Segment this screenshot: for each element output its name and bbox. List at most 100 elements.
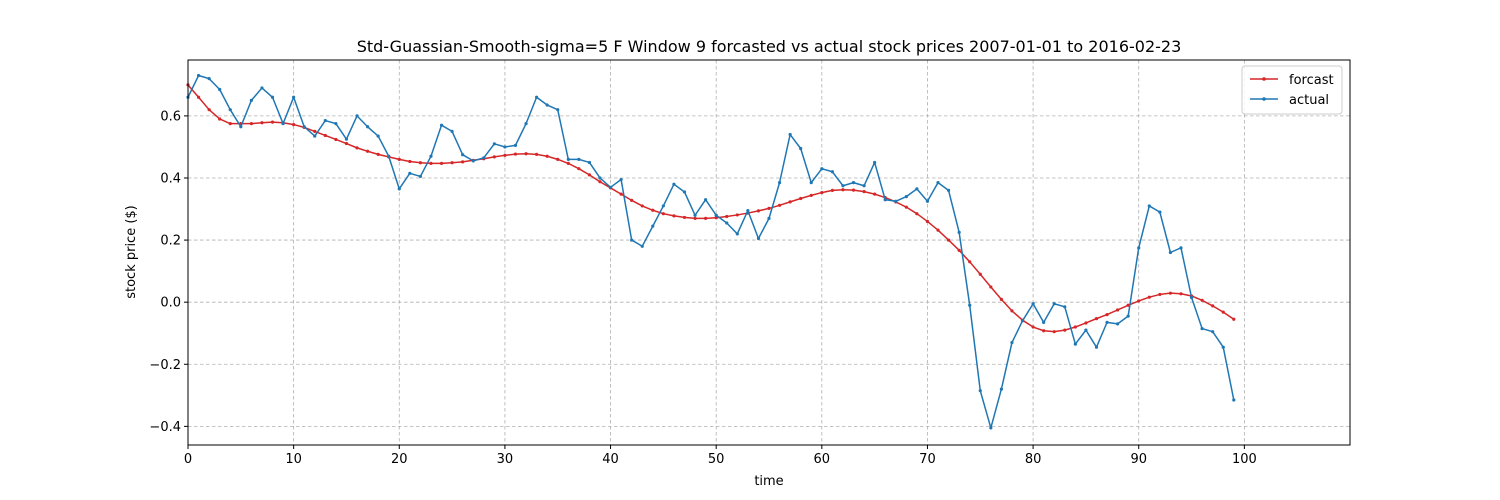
- data-point-actual: [1010, 340, 1014, 345]
- data-point-actual: [397, 187, 401, 191]
- data-point-forcast: [1010, 309, 1014, 313]
- data-point-actual: [851, 181, 856, 185]
- data-point-forcast: [344, 141, 349, 146]
- data-point-forcast: [968, 260, 972, 264]
- data-point-forcast: [323, 133, 327, 138]
- data-point-actual: [1084, 328, 1088, 332]
- data-point-actual: [429, 154, 433, 158]
- data-point-forcast: [260, 121, 264, 125]
- data-point-forcast: [270, 120, 275, 124]
- data-point-forcast: [429, 161, 433, 165]
- data-point-actual: [714, 213, 718, 217]
- data-point-actual: [1232, 398, 1236, 402]
- data-point-forcast: [418, 161, 422, 165]
- data-point-forcast: [439, 161, 444, 165]
- data-point-forcast: [777, 203, 782, 207]
- data-point-forcast: [714, 216, 718, 220]
- data-point-forcast: [1116, 308, 1120, 312]
- data-point-forcast: [851, 188, 856, 192]
- data-point-actual: [408, 171, 412, 175]
- data-point-actual: [239, 125, 243, 129]
- y-tick-label: 0.0: [160, 296, 181, 311]
- data-point-actual: [482, 156, 486, 160]
- data-point-actual: [830, 170, 834, 174]
- data-point-actual: [376, 134, 380, 138]
- y-tick-label: 0.2: [160, 234, 181, 249]
- data-point-actual: [925, 199, 930, 203]
- legend-label-forcast: forcast: [1289, 73, 1334, 88]
- chart-title: Std-Guassian-Smooth-sigma=5 F Window 9 f…: [357, 37, 1182, 56]
- data-point-forcast: [767, 206, 771, 211]
- data-point-forcast: [1073, 325, 1077, 329]
- data-point-actual: [1126, 314, 1130, 318]
- data-point-actual: [978, 389, 982, 393]
- data-point-actual: [746, 208, 750, 213]
- data-point-actual: [566, 157, 570, 161]
- data-point-actual: [1168, 250, 1173, 255]
- data-point-forcast: [218, 117, 222, 121]
- data-point-actual: [461, 153, 465, 157]
- data-point-actual: [640, 244, 644, 248]
- data-point-forcast: [545, 154, 549, 158]
- data-point-actual: [196, 73, 201, 78]
- data-point-forcast: [577, 167, 581, 171]
- data-point-actual: [672, 182, 676, 186]
- data-point-forcast: [376, 152, 380, 156]
- data-point-forcast: [862, 190, 866, 194]
- data-point-forcast: [830, 188, 834, 192]
- data-point-forcast: [1232, 317, 1236, 321]
- data-point-actual: [693, 213, 697, 217]
- data-point-actual: [556, 108, 560, 112]
- data-point-forcast: [355, 146, 359, 150]
- data-point-actual: [968, 303, 972, 307]
- data-point-actual: [1105, 320, 1109, 324]
- data-point-forcast: [651, 208, 655, 212]
- data-point-forcast: [1200, 298, 1204, 302]
- data-point-actual: [873, 160, 877, 165]
- data-point-forcast: [661, 212, 665, 216]
- data-point-forcast: [672, 214, 676, 218]
- data-point-actual: [365, 125, 370, 129]
- data-point-forcast: [334, 137, 338, 142]
- data-point-forcast: [249, 122, 253, 126]
- y-tick-label: 0.6: [160, 109, 181, 124]
- data-point-forcast: [1052, 330, 1056, 334]
- data-point-actual: [598, 176, 602, 180]
- x-tick-label: 100: [1232, 452, 1257, 467]
- data-point-actual: [577, 157, 581, 161]
- data-point-forcast: [461, 160, 465, 164]
- x-tick-label: 20: [391, 452, 408, 467]
- data-point-forcast: [788, 200, 792, 204]
- series-line-actual: [187, 74, 1235, 429]
- data-point-actual: [302, 125, 306, 129]
- x-tick-label: 70: [919, 452, 936, 467]
- data-point-actual: [788, 132, 792, 137]
- x-tick-label: 30: [497, 452, 514, 467]
- data-point-forcast: [513, 152, 518, 156]
- data-point-actual: [281, 122, 285, 126]
- data-point-actual: [1063, 305, 1067, 309]
- x-axis-label: time: [754, 474, 783, 489]
- data-point-forcast: [1084, 321, 1088, 325]
- data-point-actual: [587, 160, 592, 165]
- x-tick-label: 80: [1025, 452, 1042, 467]
- data-point-actual: [820, 167, 824, 171]
- data-point-actual: [809, 181, 813, 185]
- data-point-forcast: [957, 248, 961, 252]
- data-point-actual: [661, 204, 665, 208]
- data-point-forcast: [408, 159, 412, 164]
- data-point-forcast: [503, 153, 507, 157]
- data-point-actual: [1179, 246, 1183, 250]
- data-point-forcast: [1168, 291, 1173, 295]
- plot-frame: [187, 59, 1351, 446]
- data-point-actual: [777, 181, 782, 185]
- data-point-actual: [1042, 320, 1046, 324]
- data-point-forcast: [925, 219, 930, 224]
- series-layer: [186, 73, 1236, 430]
- data-point-actual: [1020, 319, 1025, 323]
- data-point-forcast: [566, 161, 570, 165]
- legend-label-actual: actual: [1289, 93, 1329, 108]
- data-point-actual: [218, 87, 222, 92]
- data-point-forcast: [207, 108, 211, 112]
- data-point-actual: [1031, 302, 1035, 306]
